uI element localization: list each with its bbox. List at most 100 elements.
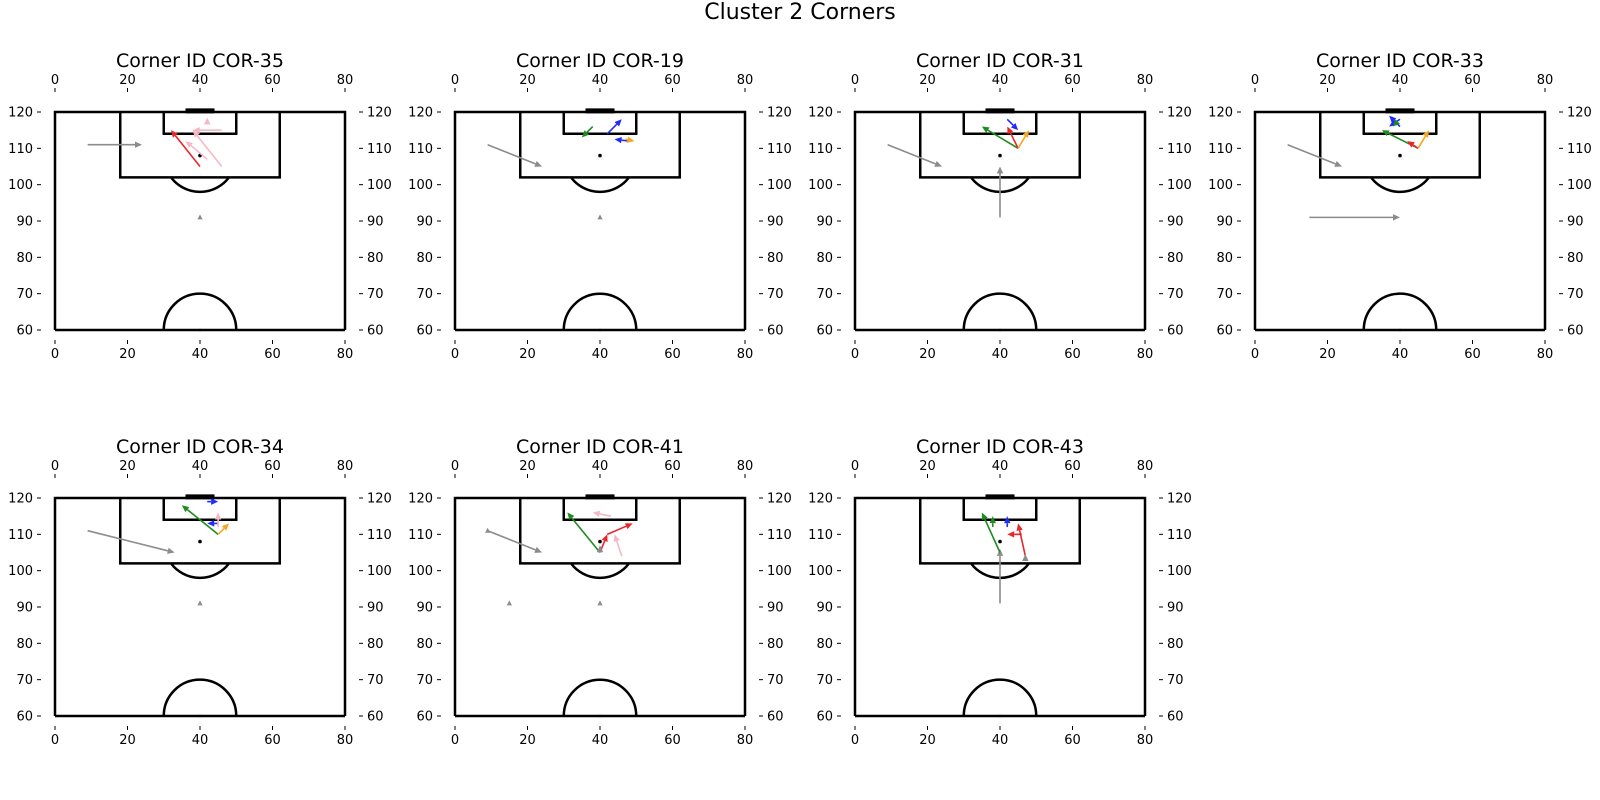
movement-arrow-blue xyxy=(207,520,219,527)
ball-position-marker xyxy=(998,539,1002,544)
y-tick-label-right: 120 xyxy=(367,106,392,121)
y-tick-label-right: 70 xyxy=(1167,287,1184,302)
arrow-head xyxy=(214,512,222,520)
y-tick-label-right: 100 xyxy=(767,178,792,193)
y-tick-label-right: 60 xyxy=(1567,324,1584,339)
x-tick-label-bottom: 60 xyxy=(1464,347,1481,362)
x-tick-label-top: 20 xyxy=(919,459,936,474)
y-tick-label-left: 90 xyxy=(816,601,833,616)
arrow-head xyxy=(1022,130,1029,138)
x-tick-label-bottom: 0 xyxy=(51,347,59,362)
centre-circle xyxy=(162,678,238,717)
x-tick-label-bottom: 40 xyxy=(1392,347,1409,362)
x-tick-label-bottom: 60 xyxy=(1064,347,1081,362)
pitch-outline xyxy=(453,496,747,716)
player-start-marker xyxy=(597,600,603,606)
y-tick-label-right: 100 xyxy=(767,564,792,579)
y-tick-label-left: 80 xyxy=(16,637,33,652)
y-tick-label-right: 90 xyxy=(367,215,384,230)
arrow-head xyxy=(171,130,178,138)
y-tick-label-right: 90 xyxy=(367,601,384,616)
y-tick-label-left: 100 xyxy=(408,178,433,193)
movement-arrow-pink xyxy=(592,510,612,518)
movement-arrow-green xyxy=(567,512,601,554)
y-tick-label-right: 80 xyxy=(1167,251,1184,266)
y-tick-label-left: 70 xyxy=(16,287,33,302)
penalty-area xyxy=(519,112,681,179)
y-tick-label-right: 60 xyxy=(367,710,384,725)
pitch-panel-1: Corner ID COR-35 0 0 20 20 40 40 60 60 80 80 60 60 70… xyxy=(8,50,392,362)
arrow-head xyxy=(534,546,542,553)
movement-arrow-gray xyxy=(596,545,604,553)
x-tick-label-bottom: 40 xyxy=(592,347,609,362)
centre-circle xyxy=(162,292,238,331)
x-tick-label-bottom: 80 xyxy=(737,733,754,748)
x-tick-label-top: 60 xyxy=(1064,459,1081,474)
y-tick-label-right: 80 xyxy=(767,637,784,652)
movement-arrow-green xyxy=(981,126,1019,150)
x-tick-label-top: 0 xyxy=(451,73,459,88)
x-tick-label-bottom: 0 xyxy=(51,733,59,748)
x-tick-label-bottom: 40 xyxy=(192,347,209,362)
player-start-marker xyxy=(197,214,203,220)
y-tick-label-right: 70 xyxy=(367,287,384,302)
y-tick-label-left: 80 xyxy=(816,251,833,266)
arrow-head xyxy=(1016,523,1023,531)
panel-title: Corner ID COR-35 xyxy=(116,50,284,72)
ball-position-marker xyxy=(998,153,1002,158)
y-tick-label-right: 100 xyxy=(367,564,392,579)
x-tick-label-bottom: 20 xyxy=(1319,347,1336,362)
y-tick-label-right: 120 xyxy=(1167,106,1192,121)
pitch-panel-7: Corner ID COR-43 0 0 20 20 40 40 60 60 80 80 60 60 70… xyxy=(808,436,1192,748)
arrow-head xyxy=(211,498,219,505)
x-tick-label-top: 80 xyxy=(1537,73,1554,88)
six-yard-box xyxy=(562,498,638,522)
penalty-arc xyxy=(569,562,631,580)
y-tick-label-left: 60 xyxy=(1216,324,1233,339)
y-tick-label-left: 120 xyxy=(808,492,833,507)
x-tick-label-top: 60 xyxy=(264,459,281,474)
y-tick-label-left: 120 xyxy=(8,106,33,121)
y-tick-label-right: 120 xyxy=(1167,492,1192,507)
y-tick-label-left: 70 xyxy=(416,287,433,302)
x-tick-label-bottom: 20 xyxy=(519,733,536,748)
x-tick-label-bottom: 80 xyxy=(1537,347,1554,362)
penalty-arc xyxy=(169,176,231,194)
pitch-panel-5: Corner ID COR-34 0 0 20 20 40 40 60 60 80 80 60 60 70… xyxy=(8,436,392,748)
arrow-head xyxy=(1334,160,1342,167)
movement-arrow-red xyxy=(606,523,633,536)
arrow-shaft xyxy=(606,123,618,135)
movement-arrow-red xyxy=(1016,523,1027,557)
y-tick-label-left: 110 xyxy=(408,142,433,157)
movement-arrow-gray xyxy=(1287,143,1342,167)
penalty-area xyxy=(519,498,681,565)
y-tick-label-right: 90 xyxy=(767,215,784,230)
y-tick-label-left: 120 xyxy=(8,492,33,507)
movement-arrow-orange xyxy=(625,136,635,143)
arrow-shaft xyxy=(1412,144,1419,149)
y-tick-label-left: 100 xyxy=(8,178,33,193)
player-start-marker xyxy=(597,214,603,220)
pitch-panel-4: Corner ID COR-33 0 0 20 20 40 40 60 60 80 80 60 60 70… xyxy=(1208,50,1592,362)
movement-arrow-orange xyxy=(217,523,229,535)
y-tick-label-left: 110 xyxy=(1208,142,1233,157)
y-tick-label-right: 80 xyxy=(1167,637,1184,652)
centre-circle xyxy=(962,292,1038,331)
movement-arrow-blue xyxy=(1004,516,1011,528)
six-yard-box xyxy=(962,112,1038,136)
y-tick-label-left: 80 xyxy=(416,637,433,652)
movement-arrow-gray xyxy=(1022,553,1029,561)
x-tick-label-top: 80 xyxy=(337,459,354,474)
y-tick-label-left: 80 xyxy=(1216,251,1233,266)
arrow-head xyxy=(613,534,620,542)
x-tick-label-top: 60 xyxy=(1464,73,1481,88)
pitch-outline xyxy=(1253,110,1547,330)
arrow-head xyxy=(1010,122,1019,131)
x-tick-label-top: 40 xyxy=(992,73,1009,88)
x-tick-label-top: 20 xyxy=(119,73,136,88)
arrow-head xyxy=(596,545,604,553)
y-tick-label-left: 70 xyxy=(816,673,833,688)
y-tick-label-right: 110 xyxy=(367,142,392,157)
arrow-shaft xyxy=(487,143,536,165)
